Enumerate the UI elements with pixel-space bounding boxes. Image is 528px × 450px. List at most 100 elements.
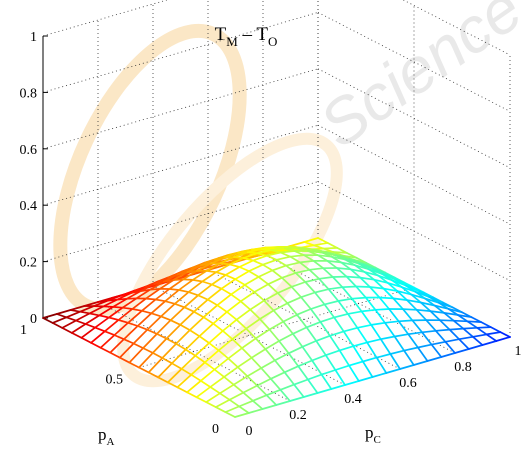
mesh-line [363,271,380,277]
mesh-line [209,256,226,265]
mesh-line [443,312,459,316]
mesh-line [194,342,210,357]
mesh-line [272,302,289,312]
mesh-line [211,283,223,290]
mesh-line [223,376,235,386]
mesh-line [296,308,312,316]
mesh-line [329,334,341,352]
mesh-line [379,338,392,355]
mesh-line [274,352,290,362]
mesh-line [266,251,282,257]
mesh-line [309,303,326,310]
mesh-line [187,280,204,293]
y-tick-label-2: 1 [20,323,27,338]
mesh-line [276,285,293,294]
mesh-line [165,323,182,340]
mesh-line [231,338,243,349]
mesh-line [266,254,278,261]
mesh-line [313,242,329,247]
mesh-line [283,371,295,386]
mesh-line [304,277,320,283]
mesh-line [392,297,404,310]
mesh-line [55,309,72,315]
mesh-line [342,330,355,348]
mesh-line [268,328,280,342]
mesh-line [433,304,450,310]
mesh-line [176,386,188,394]
mesh-line [171,362,183,370]
mesh-line [205,401,217,408]
mesh-line [109,351,121,359]
mesh-line [51,316,68,324]
mesh-line [260,359,276,369]
mesh-line [458,335,474,341]
mesh-line [429,310,445,314]
mesh-line [275,255,292,261]
mesh-line [160,315,172,322]
mesh-line [75,312,91,322]
mesh-line [326,260,342,264]
mesh-line [396,290,408,301]
mesh-line [279,251,292,258]
mesh-line [184,335,201,351]
mesh-line [248,270,260,278]
mesh-line [215,271,227,276]
z-tick-label-3: 0.6 [20,143,38,158]
mesh-line [352,345,364,363]
mesh-line [403,349,415,366]
mesh-line [318,276,334,280]
mesh-line [136,312,153,327]
mesh-line [257,269,274,278]
mesh-line [151,352,164,359]
mesh-line [169,319,182,326]
mesh-line [127,321,139,327]
mesh-line [232,375,249,386]
mesh-line [61,319,77,329]
mesh-line [217,349,230,360]
mesh-line [209,376,225,388]
mesh-line [301,340,318,348]
mesh-line [340,261,352,271]
mesh-line [249,308,261,320]
mesh-line [355,285,367,299]
mesh-line [65,316,77,322]
z-tick-label-1: 0.2 [20,256,38,271]
mesh-line [190,361,206,376]
mesh-line [228,263,241,268]
mesh-line [370,321,386,326]
mesh-line [320,369,337,376]
mesh-line [316,388,333,394]
mesh-line [98,306,114,317]
mesh-line [102,298,119,308]
mesh-line [206,298,219,307]
mesh-line [188,316,205,331]
mesh-line [171,348,187,365]
mesh-line [190,373,202,382]
mesh-line [208,330,224,344]
mesh-line [382,287,395,300]
mesh-line [199,379,212,388]
mesh-line [315,334,331,342]
mesh-line [276,292,289,305]
mesh-line [250,348,267,359]
mesh-line [220,278,237,290]
mesh-line [426,356,443,362]
mesh-line [193,298,209,313]
mesh-line [386,282,403,288]
mesh-line [297,365,309,381]
mesh-line [233,251,249,258]
mesh-line [180,368,193,376]
mesh-line [178,279,194,291]
mesh-line [69,305,86,311]
mesh-line [197,294,209,301]
mesh-line [333,313,349,319]
mesh-line [388,308,400,323]
mesh-line [165,337,177,345]
mesh-line [149,280,165,291]
mesh-line [221,318,238,332]
mesh-line [125,290,142,300]
mesh-line [334,369,346,386]
mesh-line [209,386,221,395]
mesh-line [434,328,451,332]
mesh-line [386,282,399,292]
